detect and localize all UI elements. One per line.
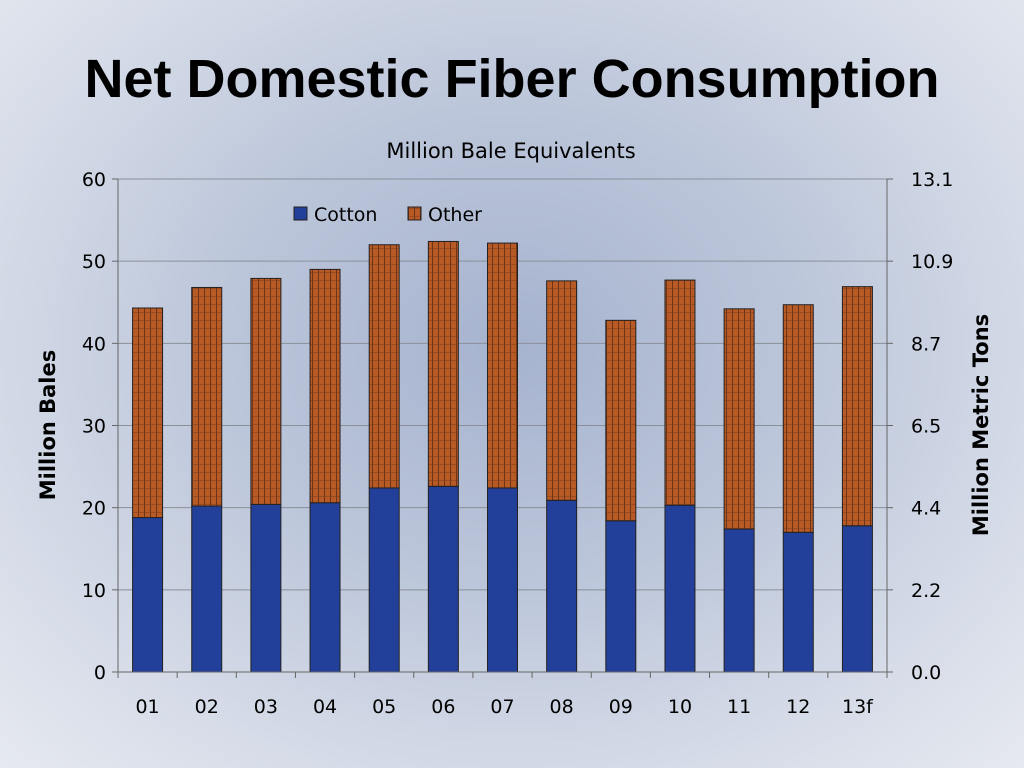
y-tick-label: 10 [82,580,106,602]
slide-title: Net Domestic Fiber Consumption [84,49,940,109]
bar-other-12 [782,304,814,533]
x-tick-label: 06 [431,696,455,718]
y2-tick-label: 0.0 [911,662,941,684]
y-tick-label: 20 [82,498,106,520]
y-tick-label: 0 [94,662,106,684]
bar-other-07 [487,242,518,489]
y-tick-label: 40 [82,333,106,355]
bar-cotton-06 [427,485,459,673]
y-tick-label: 50 [82,251,106,273]
x-tick-label: 05 [372,696,396,718]
bar-other-10 [664,279,696,506]
axes [112,178,893,678]
bar-other-06 [427,240,459,487]
bar-cotton-13f [841,525,873,673]
bar-other-03 [250,277,282,505]
y2-tick-label: 2.2 [911,580,941,602]
y2-axis-title: Million Metric Tons [969,314,993,536]
bar-cotton-02 [191,505,223,673]
bar-other-05 [368,244,400,489]
x-tick-label: 09 [609,696,633,718]
x-tick-label: 10 [668,696,692,718]
y-tick-label: 30 [82,416,106,438]
bar-other-11 [723,308,755,530]
bar-cotton-09 [605,520,637,673]
x-tick-label: 13f [842,696,874,718]
x-tick-label: 04 [313,696,337,718]
x-tick-label: 08 [550,696,574,718]
bar-other-13f [841,286,873,527]
legend: Cotton Other [293,204,482,226]
bar-cotton-12 [782,531,814,673]
y2-tick-label: 8.7 [911,333,941,355]
labels: 0 0.0 10 2.2 20 4.4 30 6.5 40 8.7 50 10.9 60 13.1 01 02… [36,139,993,718]
bar-other-02 [191,286,223,507]
y2-tick-label: 10.9 [911,251,953,273]
x-tick-label: 01 [135,696,159,718]
bar-other-08 [546,280,578,501]
bar-cotton-07 [487,487,518,673]
legend-label-cotton: Cotton [314,204,377,226]
x-tick-label: 07 [490,696,514,718]
chart-subtitle: Million Bale Equivalents [386,139,635,163]
legend-swatch-cotton [293,206,308,221]
bar-cotton-03 [250,503,282,673]
legend-label-other: Other [428,204,482,226]
legend-swatch-other [407,206,422,221]
bar-other-04 [309,268,341,504]
y2-tick-label: 6.5 [911,416,941,438]
y2-tick-label: 13.1 [911,169,953,191]
x-tick-label: 02 [195,696,219,718]
bar-cotton-01 [132,517,164,673]
x-tick-label: 03 [254,696,278,718]
bar-cotton-10 [664,504,696,673]
bar-cotton-08 [546,499,578,673]
bar-cotton-04 [309,502,341,673]
bar-other-01 [132,307,164,519]
y2-tick-label: 4.4 [911,498,941,520]
bars [132,240,873,673]
bar-other-09 [605,319,637,522]
bar-cotton-05 [368,487,400,673]
y-tick-label: 60 [82,169,106,191]
x-tick-label: 11 [727,696,751,718]
x-tick-label: 12 [786,696,810,718]
y-axis-title: Million Bales [36,350,60,501]
bar-cotton-11 [723,528,755,673]
